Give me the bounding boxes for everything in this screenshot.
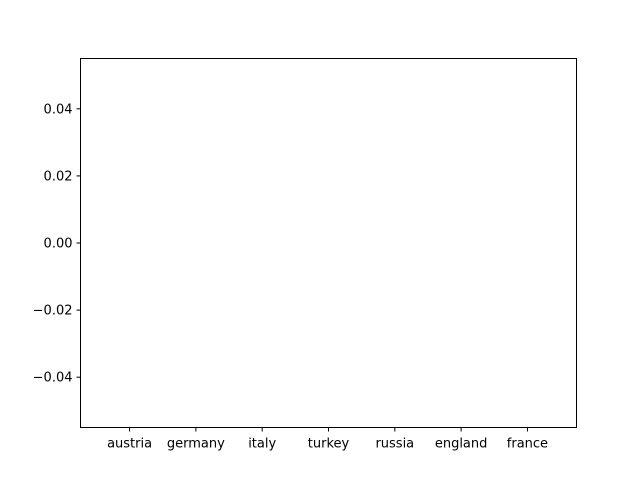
x-tick-label-england: england [435,437,488,452]
y-tick-label: −0.02 [33,304,73,319]
plot-area-frame [80,58,577,428]
x-tick-label-italy: italy [248,437,276,452]
x-tick-label-russia: russia [375,437,414,452]
y-tick-label: 0.00 [44,237,73,252]
x-axis: austria germany italy turkey russia england fr… [107,427,548,452]
y-tick-label: 0.02 [44,169,73,184]
x-tick-label-austria: austria [107,437,152,452]
x-tick-label-turkey: turkey [308,437,350,452]
y-tick-label: −0.04 [33,371,73,386]
y-tick-label: 0.04 [44,102,73,117]
x-tick-label-france: france [507,437,548,452]
y-axis: 0.04 0.02 0.00 −0.02 −0.04 [33,102,81,386]
x-tick-label-germany: germany [167,437,225,452]
